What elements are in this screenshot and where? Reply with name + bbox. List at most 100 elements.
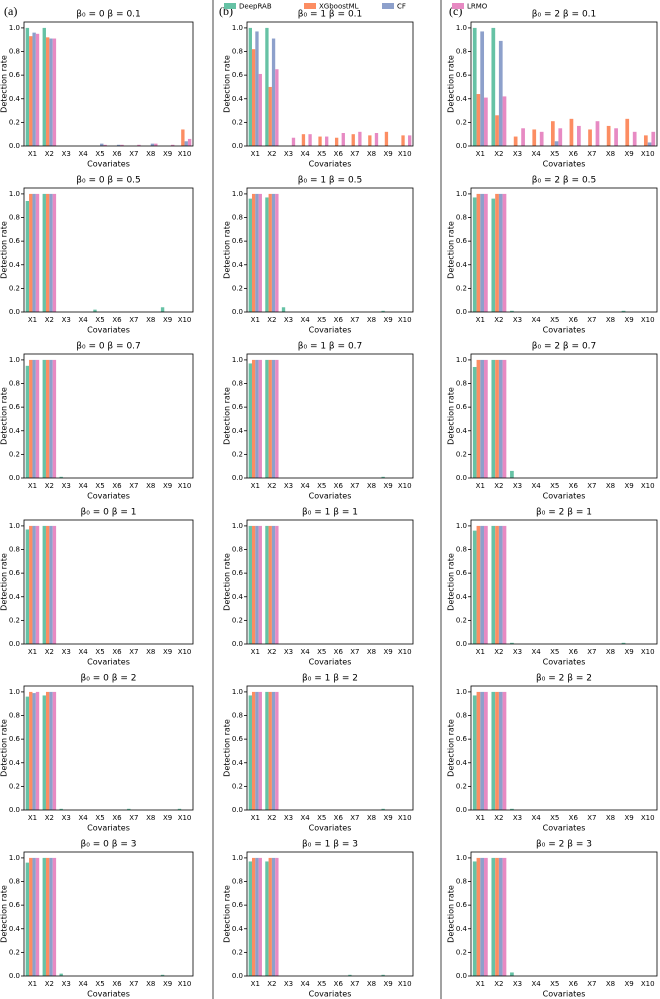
x-tick-label: X6 [334,316,344,324]
x-tick-label: X6 [334,150,344,158]
x-tick-label: X3 [62,482,71,490]
bar [510,310,514,312]
x-tick-label: X10 [178,980,192,988]
y-tick-label: 0.6 [456,403,468,411]
bar [248,198,252,312]
axes-frame [246,519,414,645]
bar [45,857,50,976]
x-tick-label: X10 [178,150,192,158]
bar [595,121,600,146]
x-tick-label: X8 [606,814,615,822]
bar [502,193,507,312]
bar [59,808,63,810]
y-tick-label: 0.0 [456,972,467,980]
x-tick-label: X4 [531,980,541,988]
x-tick-label: X4 [79,648,89,656]
x-axis-label: Covariates [87,824,130,833]
bar [265,691,269,810]
x-tick-label: X10 [178,814,192,822]
x-tick-label: X8 [367,814,376,822]
bar [49,691,53,810]
chart-title: β₀ = 0 β = 3 [81,840,137,850]
bar [258,359,262,478]
bar [100,143,104,146]
x-tick-label: X2 [267,316,276,324]
x-tick-label: X10 [641,150,655,158]
y-tick-label: 0.2 [9,948,20,956]
bar [268,691,272,810]
y-tick-label: 0.0 [9,972,20,980]
y-tick-label: 0.8 [9,878,20,886]
x-tick-label: X7 [587,150,596,158]
y-tick-label: 0.6 [9,403,21,411]
x-tick-label: X2 [267,150,276,158]
x-tick-label: X5 [95,648,104,656]
x-tick-label: X2 [494,648,503,656]
bar [35,525,40,644]
x-tick-label: X5 [550,980,559,988]
x-axis-label: Covariates [543,990,586,999]
x-tick-label: X9 [383,814,392,822]
chart-title: β₀ = 1 β = 2 [302,674,358,684]
x-tick-label: X3 [284,316,293,324]
bar [491,525,496,644]
axes-frame [470,519,658,645]
x-tick-label: X8 [606,648,615,656]
bar [127,808,131,810]
bar [49,525,53,644]
axes-frame [470,685,658,811]
bar [25,200,30,312]
y-tick-label: 0.2 [456,118,467,126]
bar [271,193,276,312]
bar [275,69,279,146]
x-tick-label: X5 [317,980,326,988]
x-tick-label: X10 [641,648,655,656]
chart-title: β₀ = 1 β = 0.5 [298,176,363,186]
x-tick-label: X7 [587,980,596,988]
y-tick-label: 0.6 [9,735,21,743]
x-tick-label: X1 [476,814,485,822]
y-tick-label: 0.4 [9,95,21,103]
axes-frame [246,685,414,811]
x-tick-label: X6 [569,150,579,158]
y-tick-label: 1.0 [456,522,467,530]
x-tick-label: X5 [550,648,559,656]
bar [271,38,276,146]
y-tick-label: 1.0 [232,854,243,862]
x-tick-label: X1 [28,482,37,490]
y-tick-label: 0.0 [9,474,20,482]
bar [480,31,485,147]
bar [248,363,252,478]
x-tick-label: X9 [624,980,633,988]
bar [301,134,306,146]
x-tick-label: X1 [476,482,485,490]
bar [472,366,477,478]
bar [265,27,269,146]
y-tick-label: 0.8 [456,546,467,554]
bar [651,131,656,146]
y-axis-label: Detection rate [0,885,9,943]
x-tick-label: X6 [569,980,579,988]
y-tick-label: 1.0 [9,24,20,32]
x-tick-label: X3 [62,648,71,656]
legend-swatch [452,3,464,9]
y-tick-label: 0.8 [456,380,467,388]
y-tick-label: 0.8 [232,878,243,886]
y-tick-label: 0.2 [9,616,20,624]
y-tick-label: 0.2 [9,118,20,126]
bar [32,525,36,644]
x-tick-label: X8 [606,316,615,324]
y-tick-label: 0.4 [232,759,244,767]
y-tick-label: 1.0 [232,190,243,198]
bar [472,530,477,644]
axes-frame [246,851,414,977]
bar [275,525,279,644]
bar [476,857,481,976]
chart-title: β₀ = 1 β = 0.7 [298,342,363,352]
bar [502,96,507,146]
x-tick-label: X4 [79,316,89,324]
chart-title: β₀ = 2 β = 3 [536,840,592,850]
bar [484,359,488,478]
bar [498,691,503,810]
y-tick-label: 1.0 [9,356,20,364]
